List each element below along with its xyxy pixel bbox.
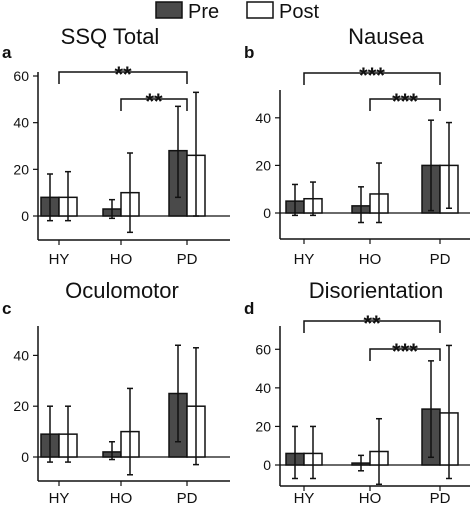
chart-panel-c: c Oculomotor 0 20 40 HY HO PD: [2, 278, 230, 507]
significance-bracket: [303, 320, 441, 333]
significance-stars: **: [114, 62, 132, 87]
x-tick-label: HY: [49, 490, 70, 507]
significance-bracket: [369, 348, 441, 361]
chart-panel-a: a SSQ Total 0 20 40 60 HY HO PD ** **: [2, 24, 230, 268]
significance-bracket: [120, 98, 188, 111]
x-tick-label: HO: [359, 490, 382, 507]
x-tick-label: PD: [430, 251, 451, 268]
x-tick-label: HO: [110, 251, 133, 268]
panel-label: d: [244, 299, 254, 318]
x-tick-label: HY: [294, 490, 315, 507]
y-tick-label: 20: [13, 398, 29, 414]
significance-stars: ***: [392, 339, 418, 364]
chart-title: Oculomotor: [65, 278, 179, 303]
chart-panel-b: b Nausea 0 20 40 HY HO PD *** ***: [244, 24, 470, 268]
significance-stars: ***: [392, 89, 418, 114]
y-tick-label: 40: [255, 110, 271, 126]
y-tick-label: 0: [263, 205, 271, 221]
panel-label: b: [244, 43, 254, 62]
x-tick-label: PD: [177, 251, 198, 268]
y-tick-label: 20: [255, 418, 271, 434]
significance-bracket: [58, 71, 188, 84]
y-tick-label: 0: [263, 457, 271, 473]
x-tick-label: HY: [49, 251, 70, 268]
y-tick-label: 20: [13, 161, 29, 177]
chart-title: SSQ Total: [61, 24, 160, 49]
y-tick-label: 60: [13, 68, 29, 84]
y-tick-label: 60: [255, 341, 271, 357]
x-tick-label: HO: [110, 490, 133, 507]
x-tick-label: HO: [359, 251, 382, 268]
legend-pre-swatch: [155, 1, 183, 19]
y-tick-label: 40: [255, 380, 271, 396]
legend-post-swatch: [246, 1, 274, 19]
significance-stars: **: [363, 311, 381, 336]
y-tick-label: 0: [21, 449, 29, 465]
legend: Pre Post: [155, 1, 319, 23]
y-tick-label: 0: [21, 208, 29, 224]
panel-label: a: [2, 43, 12, 62]
significance-bracket: [369, 98, 441, 111]
x-tick-label: PD: [177, 490, 198, 507]
significance-bracket: [303, 72, 441, 85]
y-tick-label: 40: [13, 347, 29, 363]
legend-pre-label: Pre: [188, 1, 219, 23]
x-tick-label: PD: [430, 490, 451, 507]
significance-stars: ***: [359, 63, 385, 88]
chart-title: Disorientation: [309, 278, 444, 303]
panel-label: c: [2, 299, 11, 318]
y-tick-label: 20: [255, 157, 271, 173]
significance-stars: **: [145, 89, 163, 114]
y-tick-label: 40: [13, 115, 29, 131]
x-tick-label: HY: [294, 251, 315, 268]
legend-post-label: Post: [279, 1, 319, 23]
chart-title: Nausea: [348, 24, 425, 49]
